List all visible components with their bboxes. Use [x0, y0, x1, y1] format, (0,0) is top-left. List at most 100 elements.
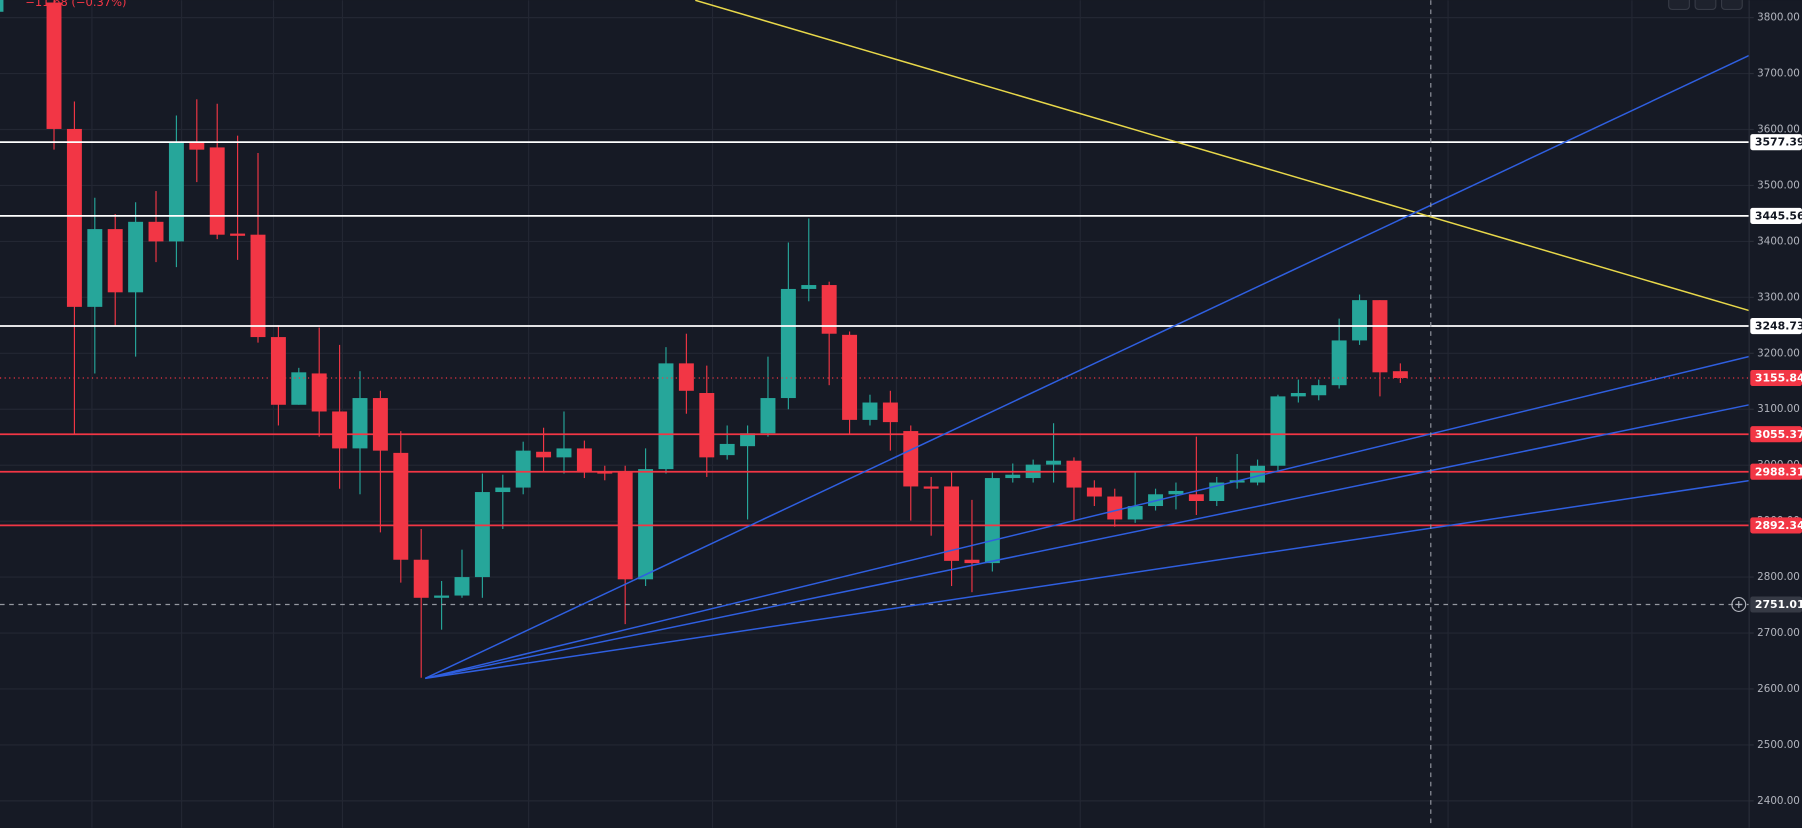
candle-body: [332, 411, 348, 449]
scroll-button[interactable]: [1668, 0, 1690, 11]
candle-body: [515, 450, 531, 488]
price-label: 3055.37: [1755, 428, 1802, 441]
fan-line: [425, 404, 1750, 680]
candle-body: [1046, 460, 1062, 465]
candle-body: [250, 234, 266, 338]
y-tick-label: 3700.00: [1757, 68, 1800, 80]
crosshair-icon-plus: [1735, 601, 1743, 608]
candle-body: [1372, 300, 1388, 373]
candle-body: [454, 577, 470, 596]
candle-body: [1352, 300, 1368, 341]
candles: [46, 0, 1408, 678]
price-label-box: [1750, 134, 1802, 151]
candle-body: [760, 398, 776, 434]
candle-body: [882, 402, 898, 423]
candle-body: [495, 487, 511, 493]
price-lines: [0, 141, 1750, 606]
candle-body: [1270, 396, 1286, 466]
candle-body: [230, 233, 246, 236]
candle-body: [1311, 385, 1327, 396]
fan-line: [425, 479, 1750, 680]
legend-marker: [0, 0, 4, 12]
price-label-box: [1750, 369, 1802, 387]
price-axis-ticks: 3800.00 3700.00 3600.00 3500.00 3400.00 3300.…: [1749, 12, 1800, 807]
price-label: 2751.01: [1755, 598, 1802, 611]
y-tick-label: 3400.00: [1757, 235, 1800, 247]
candle-body: [1127, 506, 1143, 520]
reset-button[interactable]: [1720, 0, 1743, 11]
candle-body: [536, 451, 552, 458]
candle-body: [352, 398, 368, 449]
candle-body: [780, 288, 796, 399]
candle-body: [984, 478, 1000, 564]
candle-body: [1188, 494, 1204, 501]
price-label: 3577.39: [1755, 136, 1802, 149]
price-label-box: [1750, 517, 1802, 534]
candle-body: [46, 2, 62, 129]
fan-line: [425, 355, 1750, 680]
candle-body: [1005, 474, 1021, 479]
candle-body: [842, 334, 858, 420]
candle-body: [638, 469, 654, 580]
candle-body: [1392, 371, 1408, 379]
toolbar: [1668, 0, 1743, 11]
candle-body: [964, 559, 980, 564]
price-labels: 3577.39 3445.56 3248.73 3155.84 3055.37 2988.…: [1731, 134, 1802, 613]
y-tick-label: 3200.00: [1757, 347, 1800, 359]
fan-line: [424, 54, 1750, 679]
candle-body: [372, 398, 388, 451]
candle-body: [556, 448, 572, 458]
candle-body: [209, 147, 225, 235]
y-tick-label: 3800.00: [1757, 12, 1800, 24]
candle-body: [87, 229, 103, 307]
candle-body: [189, 141, 205, 150]
candle-body: [1168, 490, 1184, 495]
candle-body: [658, 363, 674, 470]
candle-body: [291, 372, 307, 405]
candle-body: [434, 595, 450, 598]
drawings: [424, 0, 1750, 828]
price-label-box: [1750, 207, 1802, 224]
price-label: 3155.84: [1755, 372, 1802, 385]
y-tick-label: 2600.00: [1757, 683, 1800, 695]
candle-body: [128, 221, 144, 293]
candle-body: [821, 285, 837, 334]
candle-body: [1290, 393, 1306, 397]
candle-body: [1107, 496, 1123, 520]
candle-body: [393, 452, 409, 560]
candle-body: [944, 486, 960, 561]
candle-body: [66, 128, 82, 307]
price-label-box: [1750, 596, 1802, 613]
price-label-box: [1750, 426, 1802, 443]
y-tick-label: 3300.00: [1757, 291, 1800, 303]
candle-body: [903, 431, 919, 487]
candle-body: [740, 433, 756, 447]
candle-body: [270, 337, 286, 405]
price-label: 3445.56: [1755, 209, 1802, 222]
candle-body: [678, 363, 694, 391]
y-tick-label: 3600.00: [1757, 124, 1800, 136]
candle-body: [923, 486, 939, 489]
candle-body: [474, 492, 490, 578]
candle-body: [1331, 340, 1347, 386]
candle-body: [311, 373, 327, 412]
y-tick-label: 3500.00: [1757, 179, 1800, 191]
candle-body: [1066, 460, 1082, 488]
price-label-box: [1750, 317, 1802, 335]
candle-body: [413, 559, 429, 598]
zoom-button[interactable]: [1694, 0, 1717, 11]
price-label: 3248.73: [1755, 320, 1802, 333]
candle-body: [107, 229, 123, 293]
candle-body: [576, 448, 592, 472]
candle-body: [719, 443, 735, 456]
price-label: 2892.34: [1755, 519, 1802, 532]
candle-body: [168, 141, 184, 242]
price-label-box: [1750, 463, 1802, 480]
candle-body: [1250, 465, 1266, 483]
candle-body: [699, 393, 715, 458]
y-tick-label: 2700.00: [1757, 627, 1800, 639]
change-text: −11.68 (−0.37%): [25, 0, 126, 9]
